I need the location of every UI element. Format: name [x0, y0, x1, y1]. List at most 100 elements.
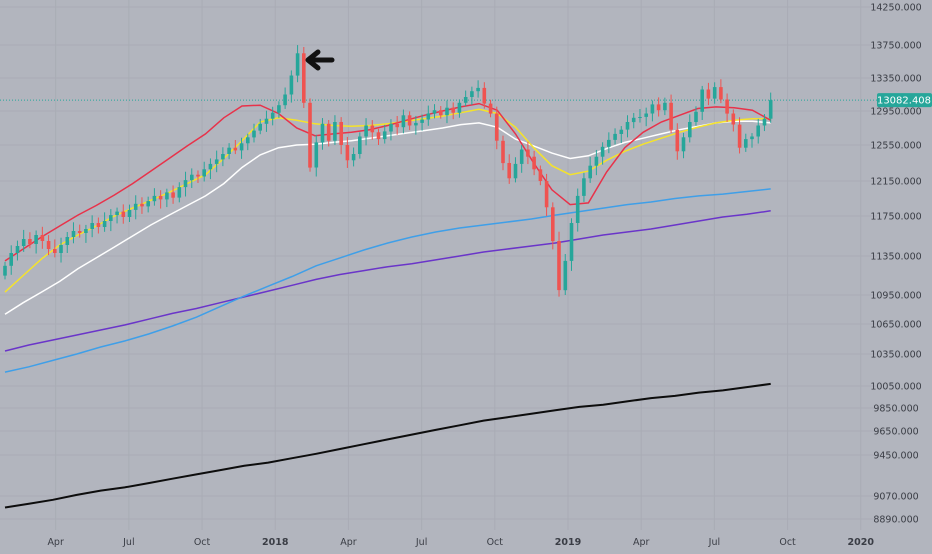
candle-body: [737, 124, 742, 148]
time-tick-label: Apr: [47, 537, 64, 548]
candle-body: [445, 107, 449, 116]
candle-body: [507, 163, 511, 179]
candle-body: [482, 87, 487, 104]
candle-body: [109, 215, 113, 221]
candle-body: [476, 87, 480, 92]
candle-body: [227, 147, 231, 154]
price-tick-label: 11750.000: [870, 212, 921, 223]
price-tick-label: 13750.000: [870, 41, 921, 52]
candle-body: [96, 223, 101, 227]
candle-body: [196, 174, 200, 177]
candle-body: [233, 147, 238, 151]
candle-body: [532, 156, 536, 170]
candle-body: [183, 180, 188, 188]
candle-body: [414, 122, 418, 126]
price-tick-label: 12150.000: [870, 177, 921, 188]
candle-body: [46, 241, 51, 249]
candle-body: [420, 119, 424, 123]
candle-body: [631, 117, 636, 123]
candle-body: [501, 140, 505, 164]
candle-body: [439, 110, 443, 116]
candle-body: [488, 103, 493, 114]
candle-body: [625, 122, 630, 130]
price-tick-label: 11350.000: [870, 252, 921, 263]
candle-body: [712, 87, 717, 99]
candle-body: [463, 97, 468, 103]
ma-blue-line: [4, 188, 771, 373]
candle-body: [283, 94, 287, 106]
candle-body: [21, 239, 26, 246]
candle-body: [376, 132, 381, 140]
candle-body: [600, 146, 605, 157]
time-tick-label: Jul: [415, 537, 427, 548]
candle-body: [15, 246, 20, 253]
candle-body: [401, 115, 406, 128]
time-tick-label: Jul: [122, 537, 134, 548]
candle-body: [613, 133, 617, 140]
candle-body: [84, 229, 88, 233]
time-tick-label: Apr: [633, 537, 650, 548]
candle-body: [656, 104, 661, 111]
candle-body: [270, 112, 275, 119]
candle-body: [351, 154, 356, 161]
candle-body: [277, 105, 281, 113]
candle-body: [744, 139, 748, 148]
time-tick-label: Oct: [779, 537, 796, 548]
candle-body: [389, 123, 393, 132]
price-tick-label: 10650.000: [870, 320, 921, 331]
candle-body: [320, 123, 325, 143]
candle-body: [706, 89, 711, 99]
candle-body: [426, 113, 431, 120]
candle-body: [152, 195, 157, 202]
candle-body: [115, 211, 119, 216]
time-axis[interactable]: Apr Jul Oct 2018 Apr Jul Oct 2019 Apr Jul Oct 2020: [47, 537, 874, 548]
candle-body: [470, 91, 474, 97]
candle-body: [140, 203, 144, 207]
price-tick-label: 10950.000: [870, 291, 921, 302]
candle-body: [59, 245, 63, 253]
candle-body: [638, 117, 642, 118]
candle-body: [644, 113, 648, 117]
candle-body: [289, 75, 294, 95]
candle-body: [569, 223, 574, 261]
candle-body: [575, 195, 580, 223]
price-tick-label: 12550.000: [870, 141, 921, 152]
candle-body: [370, 125, 375, 133]
candle-body: [339, 122, 343, 145]
price-tick-label: 9850.000: [873, 404, 918, 415]
price-axis[interactable]: 14250.000 13750.000 13350.000 12950.000 1255…: [870, 3, 921, 526]
candle-body: [607, 139, 611, 147]
candle-body: [53, 249, 57, 253]
price-tick-label: 14250.000: [870, 3, 921, 14]
grid-layer: [0, 99, 877, 101]
candle-body: [246, 137, 250, 144]
candle-body: [762, 118, 767, 126]
candle-body: [158, 195, 163, 200]
candle-body: [190, 174, 194, 181]
candle-body: [121, 211, 126, 217]
ma-purple-line: [4, 210, 771, 352]
candle-body: [663, 102, 667, 111]
candle-body: [264, 118, 269, 124]
candles-layer: [3, 45, 773, 297]
last-price-label-bg: [877, 93, 932, 108]
candle-body: [28, 239, 32, 244]
candle-body: [9, 253, 13, 266]
candle-body: [102, 221, 107, 227]
candle-body: [239, 143, 244, 151]
candle-body: [563, 260, 568, 291]
candle-body: [495, 113, 499, 141]
candle-body: [165, 192, 169, 200]
candle-body: [71, 231, 76, 237]
candle-body: [750, 136, 754, 140]
candle-body: [395, 123, 399, 128]
price-tick-label: 10350.000: [870, 350, 921, 361]
ma-yellow-line: [4, 108, 771, 293]
ma-black-line: [4, 382, 771, 509]
candle-body: [40, 235, 45, 241]
candle-body: [252, 130, 256, 138]
candle-body: [171, 192, 175, 198]
candle-body: [513, 163, 518, 179]
candle-body: [3, 265, 7, 276]
candle-body: [681, 137, 686, 152]
